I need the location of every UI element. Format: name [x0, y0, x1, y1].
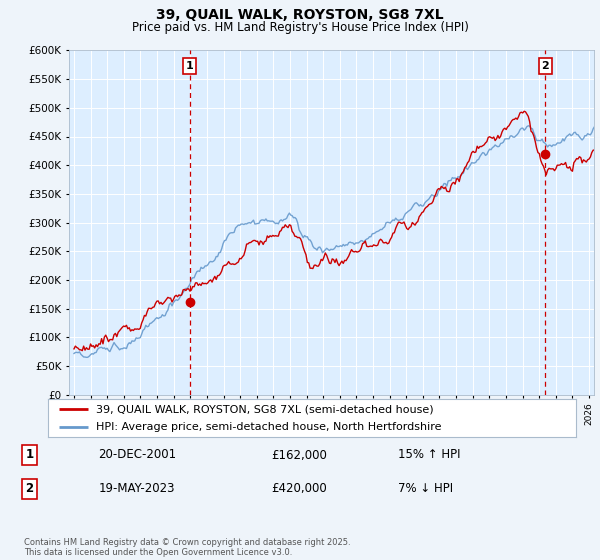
Text: 39, QUAIL WALK, ROYSTON, SG8 7XL (semi-detached house): 39, QUAIL WALK, ROYSTON, SG8 7XL (semi-d… [95, 404, 433, 414]
Text: Price paid vs. HM Land Registry's House Price Index (HPI): Price paid vs. HM Land Registry's House … [131, 21, 469, 34]
Text: £162,000: £162,000 [271, 449, 327, 461]
Text: 19-MAY-2023: 19-MAY-2023 [98, 482, 175, 495]
Text: 15% ↑ HPI: 15% ↑ HPI [398, 449, 460, 461]
Text: 2: 2 [542, 60, 550, 71]
Text: 7% ↓ HPI: 7% ↓ HPI [398, 482, 453, 495]
Text: Contains HM Land Registry data © Crown copyright and database right 2025.
This d: Contains HM Land Registry data © Crown c… [24, 538, 350, 557]
Text: 1: 1 [186, 60, 193, 71]
Text: HPI: Average price, semi-detached house, North Hertfordshire: HPI: Average price, semi-detached house,… [95, 422, 441, 432]
Text: 39, QUAIL WALK, ROYSTON, SG8 7XL: 39, QUAIL WALK, ROYSTON, SG8 7XL [156, 8, 444, 22]
Text: 20-DEC-2001: 20-DEC-2001 [98, 449, 176, 461]
Text: 2: 2 [25, 482, 34, 495]
Text: 1: 1 [25, 449, 34, 461]
Text: £420,000: £420,000 [271, 482, 327, 495]
